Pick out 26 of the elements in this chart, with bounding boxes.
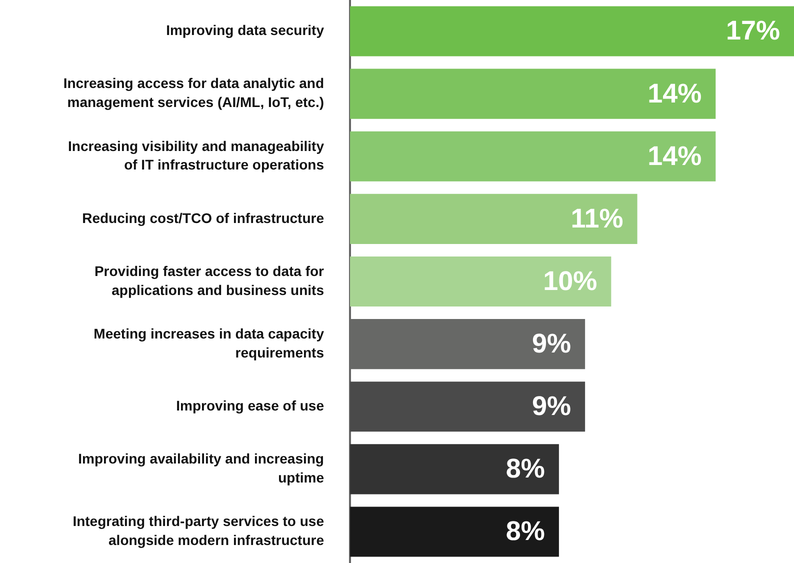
y-tick-label: Improving data security [166,22,324,38]
bar [350,382,586,432]
y-tick-label: Improving ease of use [176,397,324,414]
bar [350,444,559,494]
data-label: 8% [506,454,545,484]
y-tick-label: Providing faster access to data for applications and business units [94,262,325,298]
data-label: 11% [570,203,624,234]
data-label: 17% [726,16,780,46]
y-tick-label: Increasing access for data analytic and management services (AI/ML, IoT, etc.) [63,75,324,110]
data-label: 14% [648,78,702,108]
bar [350,68,716,119]
y-tick-label: Reducing cost/TCO of infrastructure [82,210,324,226]
data-label: 9% [532,328,572,359]
bar [350,6,794,56]
data-label: 14% [648,140,702,171]
y-tick-label: Increasing visibility and manageability of IT infrastructure operations [68,138,324,173]
data-label: 10% [543,266,598,296]
y-tick-label: Improving availability and increasing uptime [78,450,324,486]
y-tick-label: Integrating third-party services to use alongside modern infrastructure [72,513,324,548]
data-label: 8% [506,516,545,546]
data-label: 9% [532,391,572,422]
bar [350,194,638,244]
bar [350,131,716,182]
bar [350,256,612,307]
y-tick-label: Meeting increases in data capacity requirements [94,325,324,360]
bar [350,506,559,557]
